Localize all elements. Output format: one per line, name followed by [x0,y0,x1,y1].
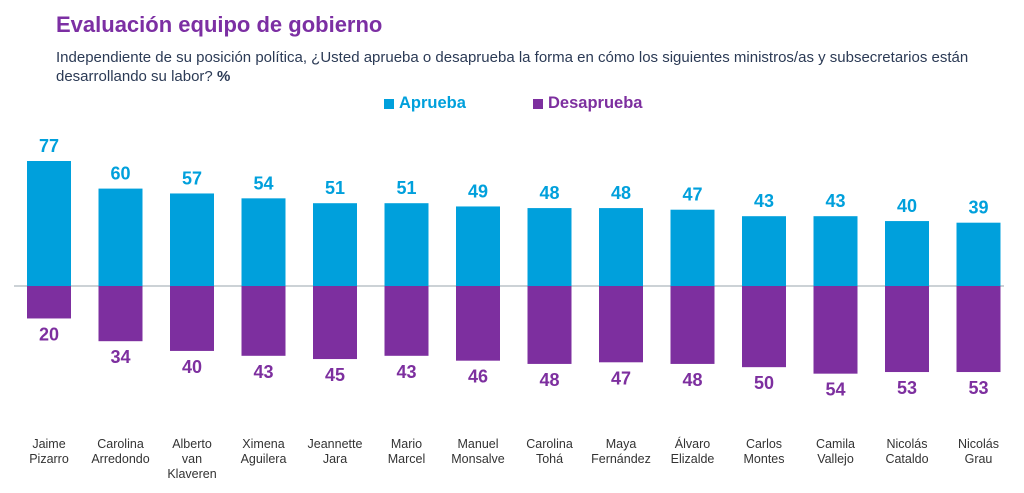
data-label-aprueba: 48 [611,183,631,203]
category-label: Carlos [746,437,782,451]
category-label: Arredondo [91,452,149,466]
data-label-aprueba: 57 [182,168,202,188]
data-label-desaprueba: 53 [897,378,917,398]
bar-desaprueba [885,286,929,373]
bar-desaprueba [456,286,500,361]
data-label-desaprueba: 20 [39,324,59,344]
category-label: Carolina [526,437,573,451]
data-label-aprueba: 39 [968,198,988,218]
subtitle-unit: % [216,68,231,85]
category-label: Camila [816,437,855,451]
category-label: Nicolás [958,437,999,451]
category-label: Pizarro [29,452,69,466]
data-label-desaprueba: 43 [253,362,273,382]
bar-aprueba [241,198,286,286]
data-label-desaprueba: 45 [325,365,345,385]
category-label: Fernández [591,452,651,466]
data-label-desaprueba: 40 [182,357,202,377]
data-label-aprueba: 47 [682,185,702,205]
data-label-aprueba: 49 [468,181,488,201]
category-label: Klaveren [167,467,216,481]
bar-aprueba [98,188,143,286]
data-label-desaprueba: 48 [539,370,559,390]
bar-desaprueba [742,286,786,368]
data-label-desaprueba: 47 [611,368,631,388]
bar-desaprueba [527,286,572,364]
bar-desaprueba [241,286,286,356]
category-label: Jara [323,452,347,466]
category-label: Nicolás [887,437,928,451]
category-label: van [182,452,202,466]
category-label: Álvaro [675,436,710,451]
category-label: Vallejo [817,452,854,466]
category-label: Jeannette [308,437,363,451]
data-label-aprueba: 51 [396,178,416,198]
bar-desaprueba [599,286,643,363]
category-label: Montes [744,452,785,466]
category-label: Alberto [172,437,212,451]
category-label: Aguilera [241,452,287,466]
data-label-aprueba: 60 [110,164,130,184]
category-label: Carolina [97,437,144,451]
data-label-desaprueba: 34 [110,347,130,367]
data-label-aprueba: 51 [325,178,345,198]
data-label-aprueba: 43 [825,191,845,211]
bar-aprueba [813,216,858,286]
category-label: Mario [391,437,422,451]
bar-desaprueba [27,286,71,319]
category-label: Ximena [242,437,284,451]
bar-desaprueba [956,286,1001,373]
legend-item-aprueba: Aprueba [384,94,466,113]
bar-desaprueba [313,286,357,360]
data-label-desaprueba: 54 [825,380,845,400]
legend-swatch-aprueba [384,98,394,109]
category-label: Manuel [458,437,499,451]
bar-aprueba [527,208,572,286]
category-label: Marcel [388,452,426,466]
subtitle-text: Independiente de su posición política, ¿… [56,49,969,85]
bar-aprueba [885,221,929,286]
legend-swatch-desaprueba [533,98,543,109]
data-label-aprueba: 77 [39,136,59,156]
bar-aprueba [384,203,429,286]
bar-aprueba [170,193,214,286]
data-label-aprueba: 48 [539,183,559,203]
category-label: Cataldo [885,452,928,466]
bar-aprueba [599,208,643,286]
category-label: Jaime [32,437,65,451]
category-label: Maya [606,437,637,451]
legend-label-desaprueba: Desaprueba [548,94,643,112]
chart-title: Evaluación equipo de gobierno [56,12,383,37]
bar-desaprueba [384,286,429,356]
bar-desaprueba [813,286,858,374]
data-label-desaprueba: 43 [396,362,416,382]
data-label-aprueba: 54 [253,173,273,193]
bar-aprueba [27,161,71,286]
bar-aprueba [742,216,786,286]
bar-aprueba [956,222,1001,286]
bar-aprueba [456,206,500,286]
legend-item-desaprueba: Desaprueba [533,94,642,113]
data-label-desaprueba: 50 [754,373,774,393]
category-label: Grau [965,452,993,466]
category-label: Elizalde [671,452,715,466]
bar-aprueba [670,209,715,286]
data-label-desaprueba: 53 [968,378,988,398]
chart-subtitle: Independiente de su posición política, ¿… [56,48,976,86]
legend-label-aprueba: Aprueba [399,94,466,112]
bar-desaprueba [670,286,715,364]
bar-desaprueba [98,286,143,342]
category-label: Monsalve [451,452,505,466]
data-label-aprueba: 43 [754,191,774,211]
data-label-desaprueba: 46 [468,367,488,387]
data-label-aprueba: 40 [897,196,917,216]
data-label-desaprueba: 48 [682,370,702,390]
bar-desaprueba [170,286,214,351]
category-label: Tohá [536,452,563,466]
bar-aprueba [313,203,357,286]
